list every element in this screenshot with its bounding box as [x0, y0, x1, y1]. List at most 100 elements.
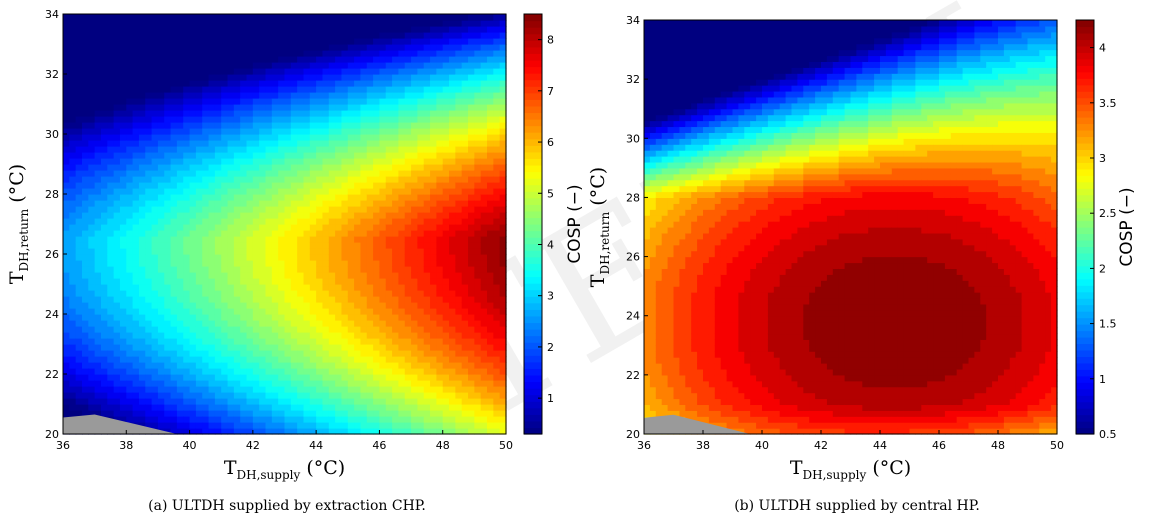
heatmap-cell — [309, 338, 317, 345]
heatmap-cell — [164, 20, 172, 27]
heatmap-cell — [499, 302, 507, 309]
heatmap-cell — [354, 194, 362, 201]
heatmap-cell — [290, 128, 298, 135]
heatmap-cell — [246, 140, 254, 147]
heatmap-cell — [259, 122, 267, 129]
heatmap-cell — [94, 314, 102, 321]
heatmap-cell — [227, 242, 235, 249]
heatmap-cell — [227, 338, 235, 345]
heatmap-cell — [284, 416, 292, 423]
heatmap-cell — [94, 278, 102, 285]
heatmap-cell — [100, 242, 108, 249]
heatmap-cell — [252, 290, 260, 297]
heatmap-cell — [265, 236, 273, 243]
heatmap-cell — [436, 146, 444, 153]
heatmap-cell — [493, 104, 501, 111]
heatmap-cell — [69, 302, 77, 309]
heatmap-cell — [487, 386, 494, 393]
heatmap-cell — [493, 158, 501, 165]
heatmap-cell — [195, 326, 203, 333]
heatmap-cell — [449, 308, 456, 315]
heatmap-cell — [246, 380, 254, 387]
heatmap-cell — [335, 20, 343, 27]
heatmap-cell — [113, 236, 121, 243]
heatmap-cell — [94, 68, 102, 75]
heatmap-cell — [278, 218, 286, 225]
heatmap-cell — [88, 80, 96, 87]
heatmap-cell — [322, 236, 330, 243]
heatmap-cell — [309, 392, 317, 399]
heatmap-cell — [430, 92, 437, 99]
heatmap-cell — [126, 68, 134, 75]
heatmap-cell — [366, 92, 374, 99]
heatmap-cell — [157, 80, 165, 87]
heatmap-cell — [290, 218, 298, 225]
heatmap-cell — [145, 416, 153, 423]
heatmap-cell — [417, 110, 425, 117]
heatmap-cell — [271, 380, 279, 387]
heatmap-cell — [309, 134, 317, 141]
heatmap-cell — [189, 68, 197, 75]
heatmap-cell — [145, 338, 153, 345]
heatmap-cell — [202, 182, 210, 189]
heatmap-cell — [233, 380, 241, 387]
heatmap-cell — [290, 44, 298, 51]
heatmap-cell — [176, 272, 184, 279]
heatmap-cell — [176, 74, 184, 81]
heatmap-cell — [202, 398, 210, 405]
heatmap-cell — [379, 320, 387, 327]
heatmap-cell — [354, 182, 362, 189]
heatmap-cell — [322, 44, 330, 51]
heatmap-cell — [341, 38, 349, 45]
heatmap-cell — [132, 218, 140, 225]
heatmap-cell — [309, 350, 317, 357]
heatmap-cell — [354, 236, 362, 243]
heatmap-cell — [436, 62, 444, 69]
heatmap-cell — [392, 98, 400, 105]
heatmap-cell — [347, 20, 355, 27]
heatmap-cell — [468, 302, 475, 309]
heatmap-cell — [138, 38, 146, 45]
heatmap-cell — [379, 104, 387, 111]
heatmap-cell — [214, 326, 222, 333]
heatmap-cell — [271, 374, 279, 381]
heatmap-cell — [455, 32, 463, 39]
heatmap-cell — [233, 38, 241, 45]
heatmap-cell — [322, 38, 330, 45]
heatmap-cell — [252, 158, 260, 165]
heatmap-cell — [202, 230, 210, 237]
heatmap-cell — [151, 38, 159, 45]
heatmap-cell — [303, 38, 311, 45]
heatmap-cell — [309, 194, 317, 201]
heatmap-cell — [341, 428, 349, 435]
heatmap-cell — [468, 20, 475, 27]
heatmap-cell — [240, 374, 248, 381]
heatmap-cell — [284, 98, 292, 105]
heatmap-cell — [278, 284, 286, 291]
heatmap-cell — [303, 266, 311, 273]
heatmap-cell — [309, 86, 317, 93]
heatmap-cell — [322, 380, 330, 387]
heatmap-cell — [63, 80, 70, 87]
heatmap-cell — [151, 296, 159, 303]
heatmap-cell — [284, 218, 292, 225]
heatmap-cell — [233, 20, 241, 27]
heatmap-cell — [119, 26, 127, 33]
colorbar-segment — [524, 276, 542, 284]
heatmap-cell — [316, 164, 324, 171]
heatmap-cell — [265, 272, 273, 279]
heatmap-cell — [436, 200, 444, 207]
heatmap-cell — [246, 86, 254, 93]
heatmap-cell — [442, 56, 450, 63]
heatmap-cell — [398, 428, 406, 435]
heatmap-cell — [145, 260, 153, 267]
heatmap-cell — [417, 242, 425, 249]
heatmap-cell — [176, 26, 184, 33]
heatmap-cell — [189, 218, 197, 225]
heatmap-cell — [252, 386, 260, 393]
heatmap-cell — [69, 320, 77, 327]
heatmap-cell — [461, 116, 469, 123]
heatmap-cell — [461, 20, 469, 27]
heatmap-cell — [474, 374, 482, 381]
heatmap-cell — [487, 362, 494, 369]
